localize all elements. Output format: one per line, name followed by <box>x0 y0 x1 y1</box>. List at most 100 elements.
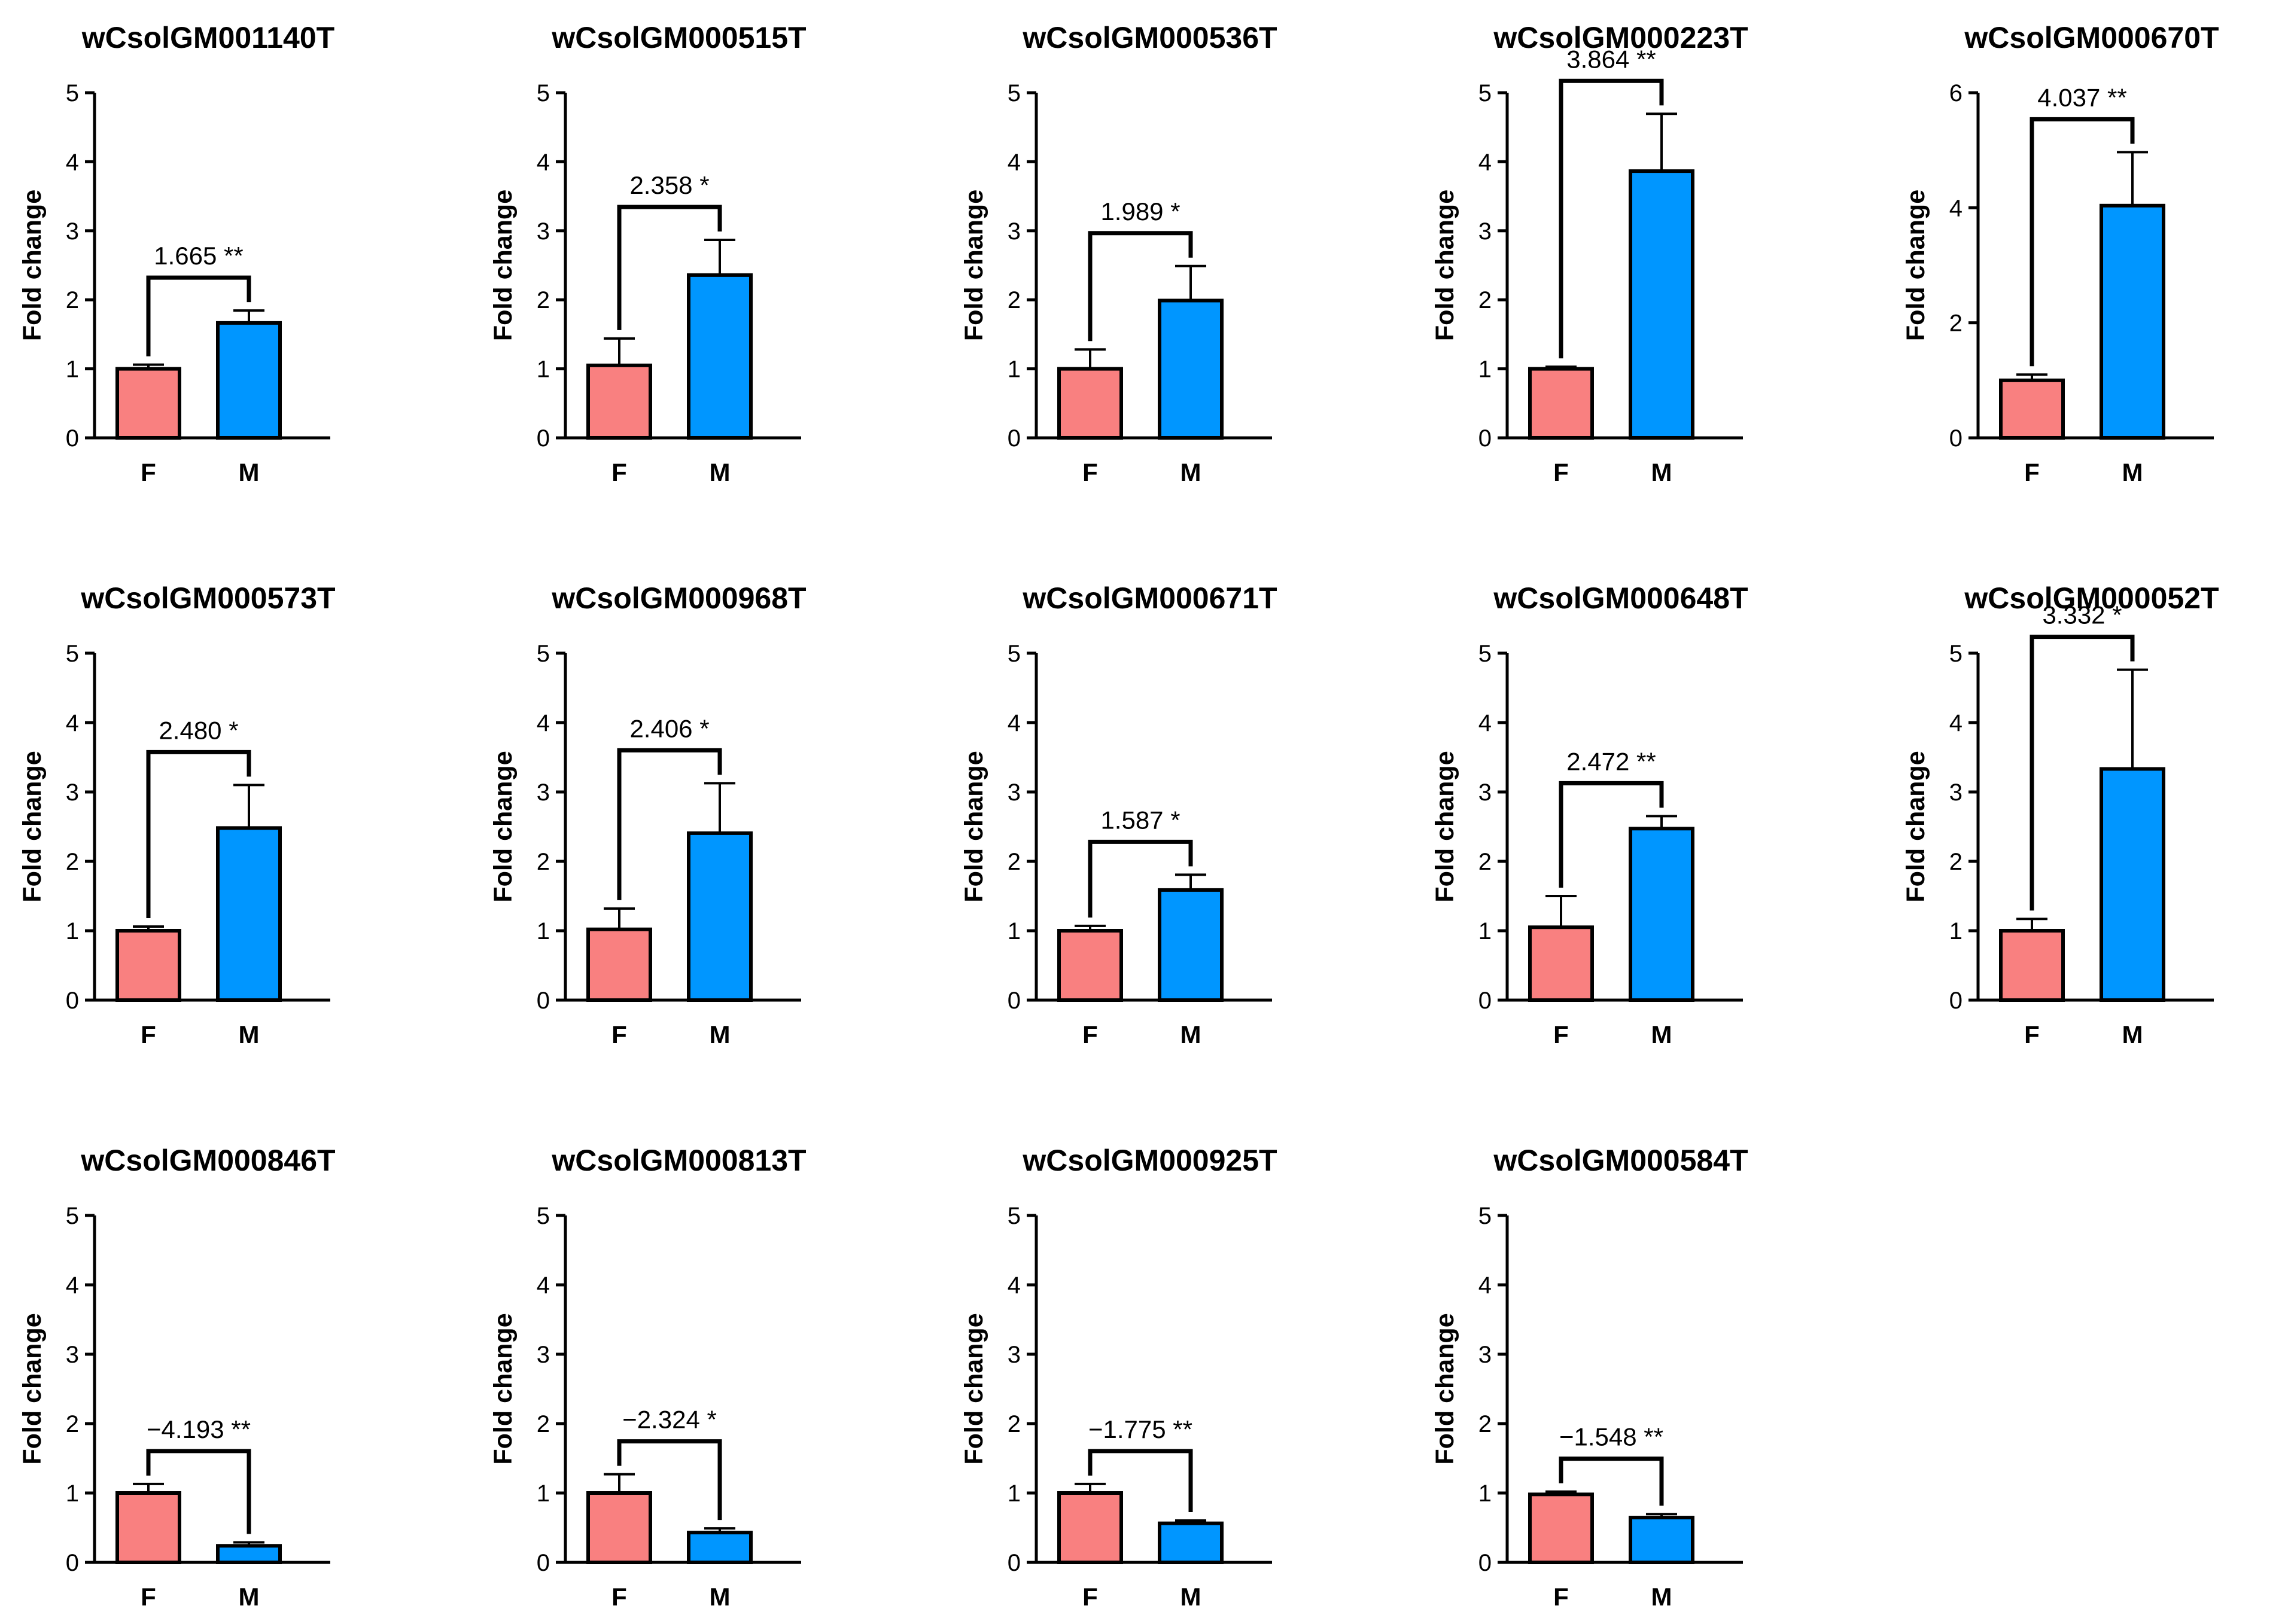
y-tick-label: 6 <box>1949 80 1963 106</box>
bar-female <box>586 363 652 440</box>
y-axis-label: Fold change <box>960 190 988 341</box>
bar-female <box>1057 1491 1123 1564</box>
category-label: F <box>611 1020 627 1049</box>
chart-panel: wCsolGM000671T Fold change 0 1 2 3 4 5 F M 1.587 * <box>960 581 1277 1049</box>
y-axis-label: Fold change <box>1901 190 1930 341</box>
chart-panel: wCsolGM000813T Fold change 0 1 2 3 4 5 F M −2.324 … <box>489 1144 807 1611</box>
y-tick-label: 2 <box>1008 287 1021 313</box>
y-tick-label: 4 <box>66 710 79 736</box>
chart-panel: wCsolGM000648T Fold change 0 1 2 3 4 5 F M 2.472 *… <box>1431 581 1748 1049</box>
chart-title: wCsolGM000052T <box>1964 581 2219 615</box>
y-tick-label: 1 <box>1478 357 1492 383</box>
y-tick-label: 2 <box>1008 1411 1021 1437</box>
y-tick-label: 1 <box>1949 918 1963 944</box>
y-tick-label: 5 <box>537 1203 550 1229</box>
significance-bracket <box>146 1449 251 1534</box>
category-label: M <box>1180 1583 1201 1611</box>
significance-bracket <box>1088 1449 1193 1513</box>
y-tick-label: 1 <box>537 1480 550 1507</box>
y-tick-label: 3 <box>66 779 79 806</box>
chart-panel: wCsolGM000670T Fold change 0 2 4 6 F M 4.037 ** <box>1901 21 2219 486</box>
y-tick-label: 5 <box>1949 641 1963 667</box>
category-label: M <box>1180 458 1201 486</box>
y-axis-label: Fold change <box>1431 190 1459 341</box>
y-tick-label: 5 <box>1478 641 1492 667</box>
y-tick-label: 5 <box>66 80 79 106</box>
bar-male <box>687 831 753 1003</box>
chart-title: wCsolGM000670T <box>1964 21 2219 54</box>
y-tick-label: 5 <box>1008 1203 1021 1229</box>
y-tick-label: 5 <box>537 80 550 106</box>
bar-female <box>1057 929 1123 1002</box>
y-tick-label: 1 <box>537 357 550 383</box>
y-tick-label: 4 <box>1949 710 1963 736</box>
y-tick-label: 3 <box>1008 1342 1021 1368</box>
y-tick-label: 3 <box>66 1342 79 1368</box>
y-tick-label: 0 <box>537 1550 550 1576</box>
category-label: M <box>710 1020 731 1049</box>
bar-female <box>1057 367 1123 440</box>
y-tick-label: 2 <box>537 849 550 875</box>
y-tick-label: 0 <box>537 425 550 452</box>
category-label: M <box>710 458 731 486</box>
bar-male <box>1158 888 1224 1002</box>
significance-label: 1.989 * <box>1100 197 1180 226</box>
category-label: F <box>2024 1020 2040 1049</box>
bar-female <box>115 367 181 440</box>
significance-label: 1.665 ** <box>154 242 243 270</box>
y-tick-label: 3 <box>1478 1342 1492 1368</box>
y-tick-label: 0 <box>1478 988 1492 1014</box>
bar-male <box>216 1544 282 1564</box>
y-tick-label: 1 <box>1008 918 1021 944</box>
y-axis-label: Fold change <box>489 751 518 902</box>
significance-bracket <box>1559 781 1664 888</box>
y-tick-label: 1 <box>1478 918 1492 944</box>
bar-male <box>687 273 753 440</box>
significance-label: 2.358 * <box>629 171 709 199</box>
category-label: F <box>1082 1020 1098 1049</box>
y-tick-label: 4 <box>66 1272 79 1299</box>
bar-female <box>115 929 181 1002</box>
y-tick-label: 2 <box>1478 849 1492 875</box>
bar-male <box>1629 169 1694 440</box>
bar-male <box>2100 767 2165 1003</box>
category-label: F <box>1553 1583 1569 1611</box>
significance-label: −1.775 ** <box>1088 1415 1192 1443</box>
y-tick-label: 1 <box>1478 1480 1492 1507</box>
y-tick-label: 0 <box>1478 425 1492 452</box>
y-tick-label: 0 <box>66 1550 79 1576</box>
significance-label: 2.472 ** <box>1566 747 1656 775</box>
bar-male <box>216 321 282 440</box>
significance-bracket <box>146 275 251 357</box>
chart-title: wCsolGM000536T <box>1022 21 1277 54</box>
y-tick-label: 3 <box>1008 218 1021 245</box>
chart-title: wCsolGM000925T <box>1022 1144 1277 1177</box>
y-tick-label: 4 <box>1008 149 1021 175</box>
y-tick-label: 3 <box>1478 779 1492 806</box>
category-label: F <box>1082 1583 1098 1611</box>
significance-bracket <box>617 205 722 330</box>
y-axis-label: Fold change <box>960 1313 988 1464</box>
bar-female <box>1528 925 1594 1002</box>
y-tick-label: 4 <box>1478 710 1492 736</box>
y-tick-label: 2 <box>66 849 79 875</box>
bar-male <box>1629 827 1694 1003</box>
y-axis-label: Fold change <box>18 751 47 902</box>
y-tick-label: 3 <box>1008 779 1021 806</box>
significance-bracket <box>617 748 722 900</box>
category-label: F <box>1553 1020 1569 1049</box>
significance-bracket <box>1559 1457 1664 1506</box>
bar-female <box>586 1491 652 1564</box>
chart-panel: wCsolGM000968T Fold change 0 1 2 3 4 5 F M 2.406 * <box>489 581 807 1049</box>
significance-label: 2.406 * <box>629 714 709 742</box>
category-label: M <box>710 1583 731 1611</box>
significance-label: 1.587 * <box>1100 806 1180 834</box>
y-axis-label: Fold change <box>960 751 988 902</box>
significance-bracket <box>1559 78 1664 359</box>
significance-bracket <box>2030 117 2135 367</box>
bar-female <box>1528 367 1594 440</box>
y-tick-label: 0 <box>1008 1550 1021 1576</box>
y-tick-label: 4 <box>1008 1272 1021 1299</box>
y-tick-label: 5 <box>537 641 550 667</box>
significance-bracket <box>1088 231 1193 342</box>
